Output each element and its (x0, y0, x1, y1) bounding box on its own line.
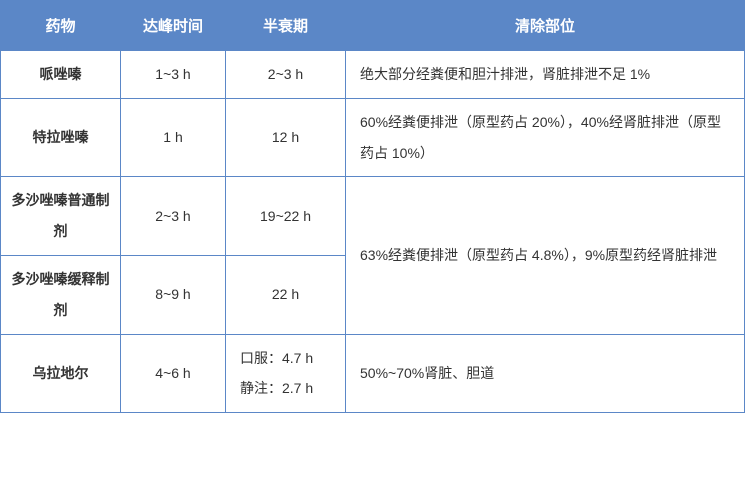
header-row: 药物 达峰时间 半衰期 清除部位 (1, 1, 745, 51)
col-header-elim: 清除部位 (346, 1, 745, 51)
table-row: 特拉唑嗪 1 h 12 h 60%经粪便排泄（原型药占 20%），40%经肾脏排… (1, 98, 745, 177)
cell-tmax: 4~6 h (121, 334, 226, 413)
cell-drug: 哌唑嗪 (1, 51, 121, 99)
cell-drug: 乌拉地尔 (1, 334, 121, 413)
cell-drug: 多沙唑嗪缓释制剂 (1, 255, 121, 334)
col-header-drug: 药物 (1, 1, 121, 51)
cell-thalf: 12 h (226, 98, 346, 177)
cell-thalf: 口服：4.7 h 静注：2.7 h (226, 334, 346, 413)
thalf-iv-val: 2.7 h (282, 380, 313, 396)
cell-tmax: 1~3 h (121, 51, 226, 99)
cell-drug: 特拉唑嗪 (1, 98, 121, 177)
cell-elim: 60%经粪便排泄（原型药占 20%），40%经肾脏排泄（原型药占 10%） (346, 98, 745, 177)
cell-tmax: 8~9 h (121, 255, 226, 334)
thalf-iv-label: 静注： (240, 380, 282, 396)
cell-elim: 50%~70%肾脏、胆道 (346, 334, 745, 413)
cell-thalf: 19~22 h (226, 177, 346, 256)
thalf-oral-label: 口服： (240, 350, 282, 366)
table-row: 哌唑嗪 1~3 h 2~3 h 绝大部分经粪便和胆汁排泄，肾脏排泄不足 1% (1, 51, 745, 99)
col-header-tmax: 达峰时间 (121, 1, 226, 51)
thalf-oral-val: 4.7 h (282, 350, 313, 366)
col-header-thalf: 半衰期 (226, 1, 346, 51)
cell-thalf: 2~3 h (226, 51, 346, 99)
cell-drug: 多沙唑嗪普通制剂 (1, 177, 121, 256)
pk-table: 药物 达峰时间 半衰期 清除部位 哌唑嗪 1~3 h 2~3 h 绝大部分经粪便… (0, 0, 745, 413)
cell-tmax: 2~3 h (121, 177, 226, 256)
table-row: 乌拉地尔 4~6 h 口服：4.7 h 静注：2.7 h 50%~70%肾脏、胆… (1, 334, 745, 413)
cell-elim: 绝大部分经粪便和胆汁排泄，肾脏排泄不足 1% (346, 51, 745, 99)
cell-tmax: 1 h (121, 98, 226, 177)
pk-table-container: 药物 达峰时间 半衰期 清除部位 哌唑嗪 1~3 h 2~3 h 绝大部分经粪便… (0, 0, 745, 413)
cell-elim: 63%经粪便排泄（原型药占 4.8%），9%原型药经肾脏排泄 (346, 177, 745, 334)
cell-thalf: 22 h (226, 255, 346, 334)
table-row: 多沙唑嗪普通制剂 2~3 h 19~22 h 63%经粪便排泄（原型药占 4.8… (1, 177, 745, 256)
